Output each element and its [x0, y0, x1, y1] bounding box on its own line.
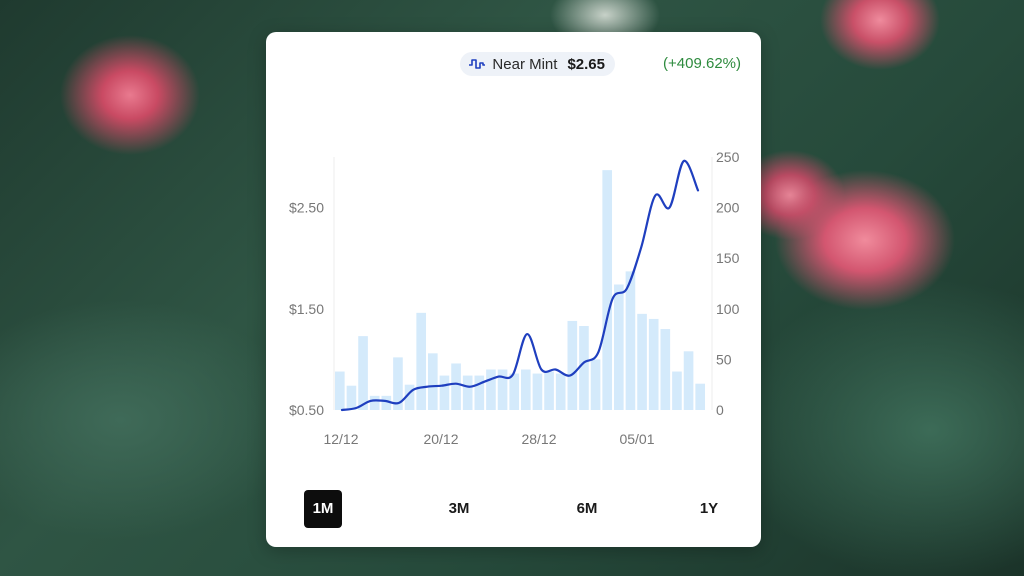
volume-bar: [590, 359, 601, 410]
volume-bar: [672, 371, 682, 410]
volume-bar: [346, 385, 357, 410]
volume-bar: [486, 369, 496, 410]
volume-bar: [695, 383, 706, 410]
volume-bar: [358, 336, 368, 410]
volume-bar: [660, 329, 671, 410]
tab-6m[interactable]: 6M: [562, 490, 612, 528]
price-line: [340, 159, 700, 412]
volume-bar: [416, 312, 427, 410]
tab-3m[interactable]: 3M: [434, 490, 484, 528]
condition-price-pill[interactable]: Near Mint $2.65: [460, 52, 615, 76]
condition-label: Near Mint: [492, 55, 558, 73]
time-range-tabs: 1M 3M 6M 1Y: [304, 490, 726, 528]
tab-1m[interactable]: 1M: [304, 490, 342, 528]
x-axis-tick-label: 05/01: [619, 431, 654, 447]
right-axis-tick-label: 50: [716, 351, 732, 367]
volume-bar: [439, 375, 450, 410]
price-history-card: $0.50 $1.50 $2.50 0 50 100 150 200 250 12/12 20/…: [266, 32, 761, 547]
volume-bar: [451, 363, 461, 410]
volume-bar: [567, 320, 578, 410]
volume-bar: [428, 353, 438, 410]
volume-bar: [521, 369, 531, 410]
x-axis-tick-label: 12/12: [323, 431, 358, 447]
volume-bar: [683, 351, 694, 410]
volume-bar: [625, 271, 636, 410]
volume-bar: [474, 375, 485, 410]
volume-bar: [497, 369, 508, 410]
volume-bar: [614, 284, 624, 410]
left-axis-tick-label: $2.50: [289, 200, 324, 216]
volume-bar: [335, 371, 345, 410]
volume-bar: [532, 373, 543, 410]
volume-bar: [404, 384, 415, 410]
volume-bar: [369, 395, 380, 410]
x-axis-tick-label: 28/12: [521, 431, 556, 447]
volume-bar: [555, 373, 566, 410]
right-axis-tick-label: 150: [716, 250, 740, 266]
volume-bar: [462, 375, 473, 410]
price-change-percent: (+409.62%): [663, 55, 741, 72]
volume-bar: [579, 326, 589, 410]
price-chart: $0.50 $1.50 $2.50 0 50 100 150 200 250 12/12 20/…: [289, 149, 740, 447]
volume-bar: [393, 357, 403, 410]
current-price: $2.65: [567, 55, 605, 73]
volume-bar: [509, 373, 520, 410]
volume-bar: [544, 371, 554, 410]
right-axis-tick-label: 100: [716, 301, 740, 317]
volume-bar: [602, 170, 613, 410]
x-axis-tick-label: 20/12: [423, 431, 458, 447]
volume-bar: [381, 395, 392, 410]
right-axis-tick-label: 0: [716, 402, 724, 418]
price-line-icon: [469, 59, 486, 69]
left-axis-tick-label: $0.50: [289, 402, 324, 418]
left-axis-tick-label: $1.50: [289, 301, 324, 317]
volume-bar: [648, 318, 659, 410]
right-axis-tick-label: 250: [716, 149, 740, 165]
volume-bar: [637, 313, 647, 410]
tab-1y[interactable]: 1Y: [689, 490, 729, 528]
right-axis-tick-label: 200: [716, 200, 740, 216]
